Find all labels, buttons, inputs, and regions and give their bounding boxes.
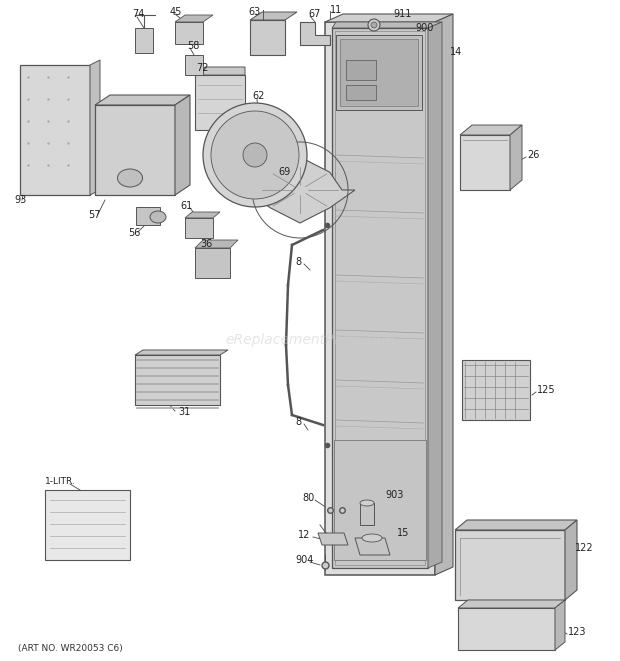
Text: 26: 26 bbox=[527, 150, 539, 160]
Bar bbox=[135, 28, 153, 53]
Polygon shape bbox=[175, 15, 213, 22]
Text: 8: 8 bbox=[295, 257, 301, 267]
Bar bbox=[195, 248, 230, 278]
Circle shape bbox=[243, 143, 267, 167]
Polygon shape bbox=[428, 22, 442, 568]
Bar bbox=[195, 75, 245, 130]
Bar bbox=[336, 35, 422, 110]
Polygon shape bbox=[332, 22, 442, 28]
Bar bbox=[250, 20, 285, 55]
Bar bbox=[360, 503, 374, 525]
Polygon shape bbox=[175, 95, 190, 195]
Circle shape bbox=[371, 22, 377, 28]
Text: 69: 69 bbox=[278, 167, 290, 177]
Polygon shape bbox=[245, 157, 355, 223]
Text: 911: 911 bbox=[393, 9, 412, 19]
Text: 36: 36 bbox=[200, 239, 212, 249]
Polygon shape bbox=[90, 60, 100, 195]
Polygon shape bbox=[250, 12, 297, 20]
Polygon shape bbox=[510, 125, 522, 190]
Text: 904: 904 bbox=[295, 555, 313, 565]
Bar bbox=[45, 490, 130, 560]
Text: eReplacementParts.com: eReplacementParts.com bbox=[225, 333, 395, 347]
Bar bbox=[340, 39, 418, 106]
Text: 93: 93 bbox=[14, 195, 26, 205]
Text: 72: 72 bbox=[196, 63, 208, 73]
Circle shape bbox=[211, 111, 299, 199]
Bar bbox=[332, 28, 428, 568]
Polygon shape bbox=[195, 67, 245, 75]
Bar bbox=[135, 355, 220, 405]
Polygon shape bbox=[458, 600, 565, 608]
Text: 900: 900 bbox=[415, 23, 433, 33]
Polygon shape bbox=[455, 520, 577, 530]
Ellipse shape bbox=[360, 500, 374, 506]
Text: 80: 80 bbox=[302, 493, 314, 503]
Bar bbox=[346, 85, 376, 100]
Polygon shape bbox=[135, 350, 228, 355]
Polygon shape bbox=[435, 14, 453, 575]
Text: 123: 123 bbox=[568, 627, 587, 637]
Bar bbox=[325, 22, 435, 575]
Text: 74: 74 bbox=[132, 9, 144, 19]
Text: 61: 61 bbox=[180, 201, 192, 211]
Text: 15: 15 bbox=[397, 528, 409, 538]
Text: 903: 903 bbox=[385, 490, 404, 500]
Bar bbox=[136, 207, 160, 225]
Polygon shape bbox=[185, 212, 220, 218]
Polygon shape bbox=[95, 95, 190, 105]
Text: (ART NO. WR20053 C6): (ART NO. WR20053 C6) bbox=[18, 644, 123, 652]
Text: 8: 8 bbox=[295, 417, 301, 427]
Bar bbox=[334, 440, 426, 560]
Ellipse shape bbox=[362, 534, 382, 542]
Text: 45: 45 bbox=[170, 7, 182, 17]
Circle shape bbox=[368, 19, 380, 31]
Bar bbox=[335, 31, 425, 565]
Text: 58: 58 bbox=[187, 41, 200, 51]
Text: 1-LITR.: 1-LITR. bbox=[45, 477, 76, 486]
Bar bbox=[346, 60, 376, 80]
Polygon shape bbox=[300, 22, 330, 45]
Polygon shape bbox=[325, 14, 453, 22]
Polygon shape bbox=[460, 125, 522, 135]
Text: 122: 122 bbox=[575, 543, 593, 553]
Bar bbox=[95, 105, 175, 195]
Ellipse shape bbox=[150, 211, 166, 223]
Bar bbox=[460, 135, 510, 190]
Polygon shape bbox=[555, 600, 565, 650]
Text: 56: 56 bbox=[128, 228, 140, 238]
Text: 14: 14 bbox=[450, 47, 463, 57]
Text: 62: 62 bbox=[252, 91, 264, 101]
Text: 125: 125 bbox=[537, 385, 556, 395]
Polygon shape bbox=[565, 520, 577, 600]
Polygon shape bbox=[355, 538, 390, 555]
Bar bbox=[185, 218, 213, 238]
Text: 11: 11 bbox=[330, 5, 342, 15]
Bar bbox=[175, 22, 203, 44]
Text: 63: 63 bbox=[248, 7, 260, 17]
Bar bbox=[20, 65, 90, 195]
Polygon shape bbox=[318, 533, 348, 545]
Text: 12: 12 bbox=[298, 530, 311, 540]
Text: 67: 67 bbox=[308, 9, 321, 19]
Bar bbox=[458, 608, 555, 650]
Ellipse shape bbox=[118, 169, 143, 187]
Text: 57: 57 bbox=[88, 210, 100, 220]
Bar bbox=[462, 360, 530, 420]
Bar bbox=[185, 55, 203, 75]
Polygon shape bbox=[195, 240, 238, 248]
Text: 31: 31 bbox=[178, 407, 190, 417]
Bar bbox=[455, 530, 565, 600]
Circle shape bbox=[203, 103, 307, 207]
